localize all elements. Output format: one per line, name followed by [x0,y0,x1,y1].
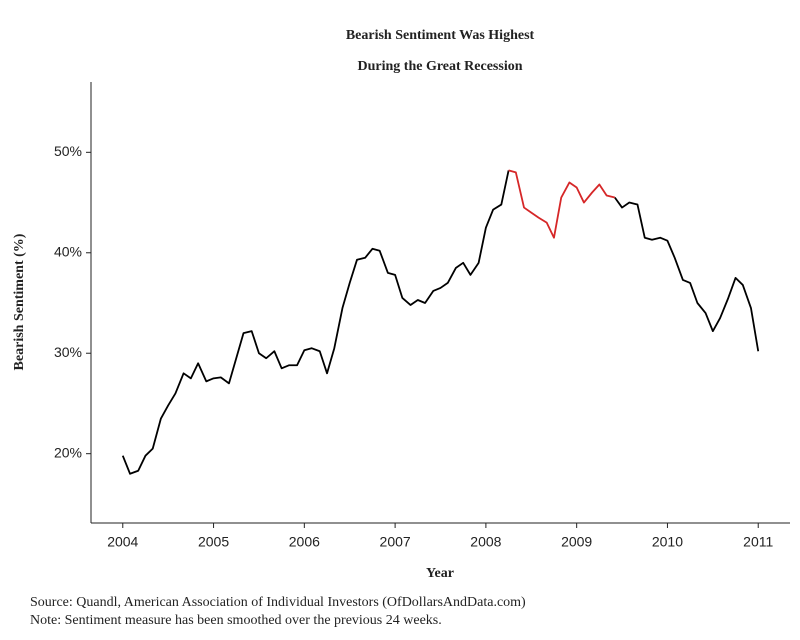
x-tick-label: 2008 [470,534,501,550]
y-axis-label: Bearish Sentiment (%) [12,233,27,370]
line-series [508,169,616,239]
y-tick-label: 20% [54,444,82,460]
source: Source: Quandl, American Association of … [30,595,526,610]
chart-title: Bearish Sentiment Was Highest During the … [346,28,535,74]
y-tick-label: 50% [54,143,82,159]
x-tick-label: 2007 [380,534,411,550]
note: Note: Sentiment measure has been smoothe… [30,613,442,628]
x-tick-label: 2011 [743,534,773,550]
x-axis-label: Year [426,566,454,581]
x-tick-label: 2009 [561,534,592,550]
x-tick-label: 2004 [107,534,138,550]
y-tick-label: 30% [54,344,82,360]
x-tick-label: 2006 [289,534,320,550]
x-tick-label: 2010 [652,534,683,550]
line-series [121,170,510,475]
y-tick-label: 40% [54,243,82,259]
x-tick-label: 2005 [198,534,229,550]
line-series [614,196,760,352]
